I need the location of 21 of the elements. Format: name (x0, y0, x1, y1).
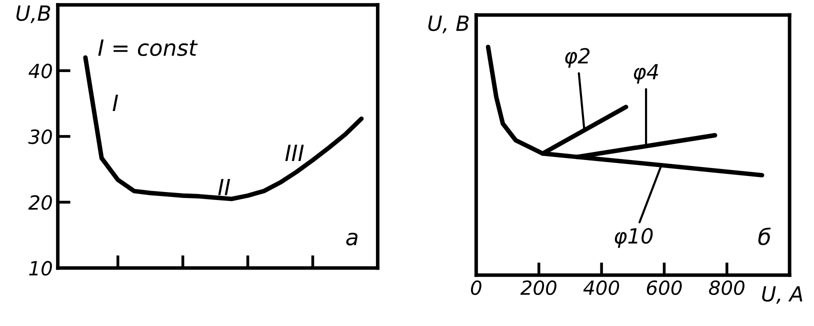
y-tick-label: 10 (29, 260, 52, 276)
x-tick-label: 600 (646, 280, 682, 296)
y-tick-label: 20 (28, 195, 52, 210)
text: φ10 (614, 228, 653, 248)
y-tick-label: 40 (28, 64, 52, 78)
text: φ2 (565, 48, 590, 68)
annotation: I (112, 94, 118, 111)
x-tick-label: 200 (520, 280, 556, 296)
annotation: III (285, 144, 304, 161)
x-tick-label: 0 (470, 280, 482, 296)
x-tick-label: 400 (583, 280, 620, 296)
annotation: II (218, 178, 230, 196)
y-axis-title: U,B (16, 6, 50, 24)
y-axis-title: U, B (428, 16, 469, 34)
x-axis-title: U, A (762, 286, 802, 304)
text: φ4 (634, 64, 658, 84)
annotation: I = const (98, 40, 198, 56)
annotation: б (758, 228, 771, 246)
annotation: a (346, 232, 358, 246)
x-tick-label: 800 (708, 280, 744, 296)
y-tick-label: 30 (28, 129, 52, 144)
